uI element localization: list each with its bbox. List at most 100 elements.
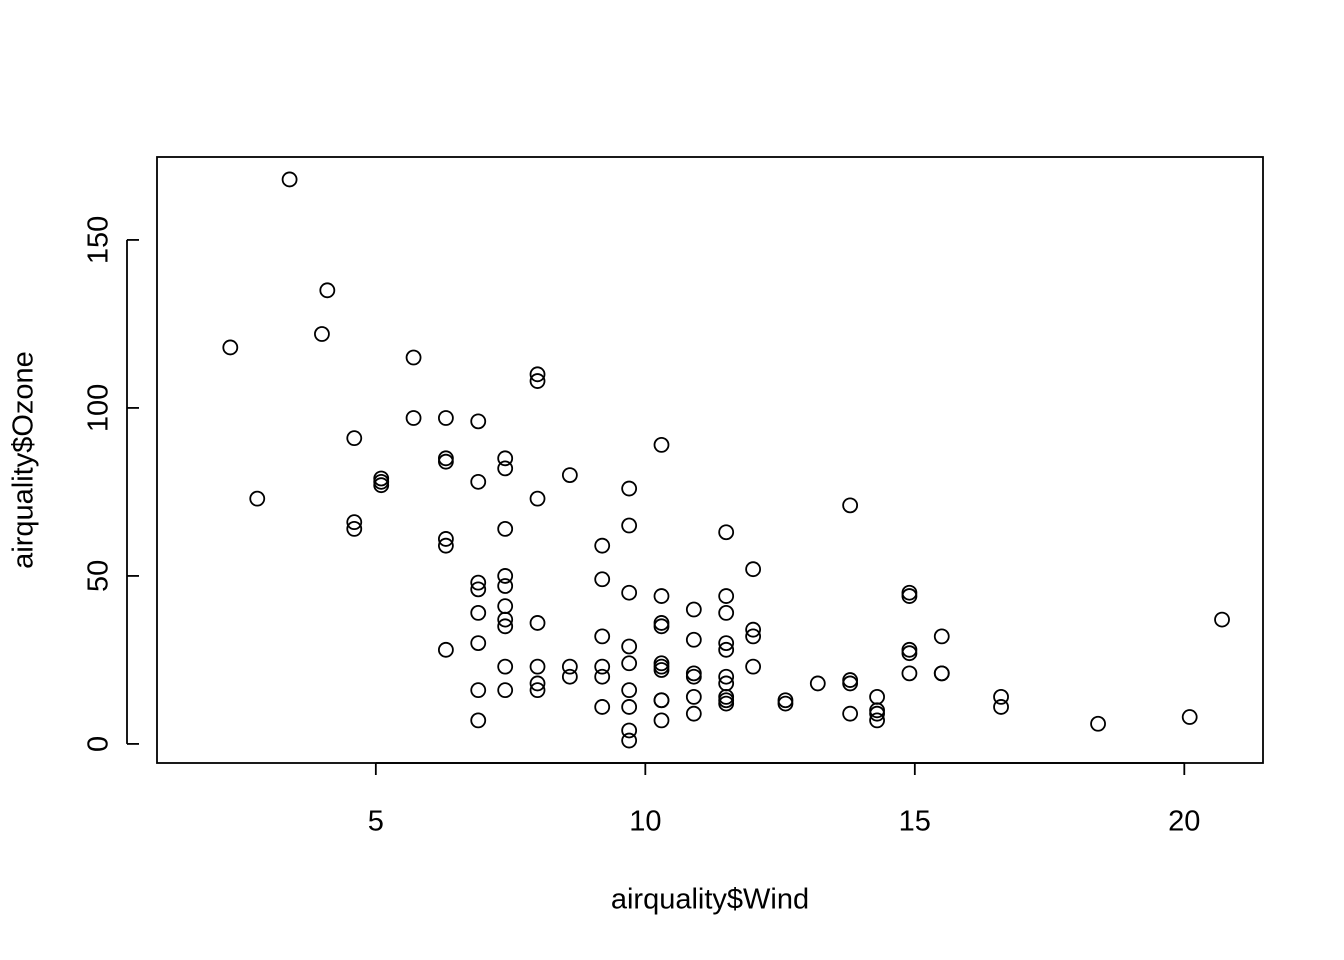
point: [497, 450, 514, 467]
point: [561, 668, 578, 685]
point: [314, 326, 330, 342]
point: [621, 732, 638, 749]
point: [1214, 611, 1230, 628]
point: [685, 705, 702, 722]
point: [470, 682, 487, 699]
point: [1090, 715, 1106, 732]
point: [933, 665, 950, 682]
point: [621, 638, 638, 655]
point: [621, 480, 638, 497]
point: [777, 695, 794, 712]
point: [497, 568, 514, 584]
point: [718, 588, 735, 604]
point: [529, 682, 546, 699]
point: [653, 618, 670, 635]
point: [319, 282, 336, 299]
point: [718, 635, 735, 652]
point: [437, 453, 454, 470]
point: [621, 699, 638, 715]
point: [437, 410, 454, 426]
point: [933, 628, 950, 645]
point: [437, 531, 454, 547]
point: [842, 705, 859, 722]
point: [745, 658, 762, 675]
y-tick-label: 0: [83, 736, 115, 752]
point: [497, 520, 514, 537]
x-tick-label: 10: [629, 806, 661, 838]
point: [529, 373, 546, 389]
point: [594, 699, 611, 715]
point: [594, 571, 611, 588]
point: [470, 712, 487, 729]
point: [901, 645, 918, 662]
point: [470, 413, 487, 430]
y-tick-label: 100: [83, 384, 115, 432]
point: [842, 672, 859, 688]
point: [529, 366, 546, 383]
point: [346, 520, 363, 537]
point: [497, 618, 514, 635]
point: [685, 665, 702, 682]
y-axis-label: airquality$Ozone: [8, 351, 40, 569]
x-tick-label: 20: [1168, 806, 1200, 838]
point: [470, 473, 487, 490]
point: [842, 497, 859, 514]
point: [653, 436, 670, 453]
point: [718, 692, 735, 709]
point: [685, 668, 702, 685]
point: [653, 692, 670, 709]
point: [405, 349, 422, 366]
point: [653, 658, 670, 675]
point: [653, 712, 670, 729]
point: [621, 584, 638, 601]
x-axis-label: airquality$Wind: [611, 884, 809, 916]
point: [842, 675, 859, 692]
point: [346, 514, 363, 531]
point: [281, 171, 298, 188]
point: [561, 658, 578, 675]
point: [561, 467, 578, 484]
point: [373, 473, 390, 490]
point: [529, 490, 546, 507]
point: [594, 668, 611, 685]
point: [497, 578, 514, 594]
point: [653, 655, 670, 672]
point: [993, 699, 1009, 715]
point: [405, 410, 422, 426]
point: [594, 658, 611, 675]
point: [594, 628, 611, 645]
point: [470, 635, 487, 652]
point: [470, 604, 487, 621]
point: [621, 655, 638, 672]
point: [621, 682, 638, 699]
point: [437, 641, 454, 658]
point: [685, 631, 702, 648]
point: [529, 658, 546, 675]
point: [437, 537, 454, 554]
point: [809, 675, 826, 692]
point: [901, 588, 918, 604]
y-tick-label: 150: [83, 216, 115, 264]
point: [745, 621, 762, 638]
point: [497, 598, 514, 615]
point: [869, 705, 885, 722]
point: [777, 692, 794, 709]
point: [470, 574, 487, 591]
point: [594, 537, 611, 554]
point: [869, 688, 885, 705]
x-tick-label: 5: [368, 806, 384, 838]
y-tick-label: 50: [83, 560, 115, 592]
point: [346, 430, 363, 447]
point: [621, 517, 638, 534]
point: [653, 588, 670, 604]
point: [529, 615, 546, 631]
point: [497, 658, 514, 675]
point: [685, 688, 702, 705]
point: [993, 688, 1009, 705]
point: [437, 450, 454, 467]
point: [497, 611, 514, 628]
point: [718, 604, 735, 621]
point: [497, 682, 514, 699]
plot-frame: [156, 156, 1264, 764]
